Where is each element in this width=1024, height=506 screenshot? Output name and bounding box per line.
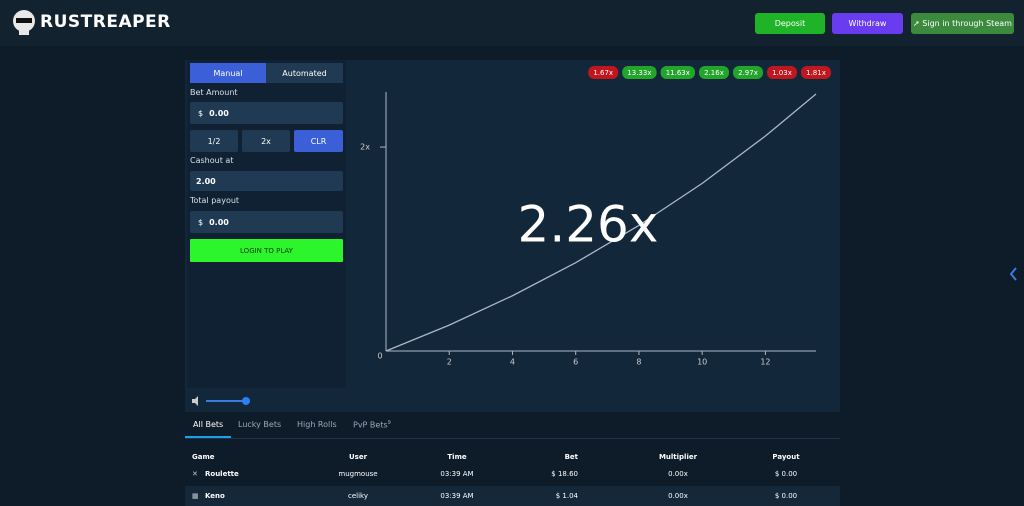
history-label: 11.63x xyxy=(666,69,690,77)
play-button[interactable]: LOGIN TO PLAY xyxy=(190,239,343,262)
cell: $ 18.60 xyxy=(551,470,578,478)
cashout-input[interactable]: 2.00 xyxy=(190,171,343,191)
payout-value: 0.00 xyxy=(209,217,229,227)
column-header: Payout xyxy=(772,453,800,461)
pvp-count: 9 xyxy=(387,420,391,426)
label: Bet Amount xyxy=(190,88,238,97)
history-label: 1.81x xyxy=(806,69,826,77)
label: Total payout xyxy=(190,196,240,205)
multiplier-curve xyxy=(385,93,817,352)
history-pill xyxy=(733,66,763,79)
tab-text: PvP Bets xyxy=(353,420,388,430)
origin-label: 0 xyxy=(377,352,382,361)
history-label: 13.33x xyxy=(627,69,651,77)
bets-tab[interactable]: High Rolls xyxy=(297,420,337,429)
tab-underline xyxy=(185,436,231,438)
half-button[interactable]: 1/2 xyxy=(190,130,238,152)
row-bg xyxy=(185,464,840,484)
column-header: Multiplier xyxy=(658,453,698,461)
steam-button[interactable]: ➚ Sign in through Steam xyxy=(911,13,1014,34)
deposit-button[interactable]: Deposit xyxy=(755,13,825,34)
history-label: 2.16x xyxy=(704,69,724,77)
game-icon: ▦ xyxy=(192,492,199,500)
steam-icon: ➚ xyxy=(913,19,923,28)
cell: mugmouse xyxy=(338,470,378,478)
x-tick-label: 4 xyxy=(510,358,515,367)
history-label: 2.97x xyxy=(738,69,758,77)
header: RUSTREAPER Deposit Withdraw ➚ Sign in th… xyxy=(0,0,1024,46)
history-label: 1.67x xyxy=(593,69,613,77)
cell: Roulette xyxy=(205,470,239,478)
game-icon: ✕ xyxy=(192,470,198,478)
withdraw-button[interactable]: Withdraw xyxy=(832,13,903,34)
bets-tab[interactable]: PvP Bets9 xyxy=(353,420,391,430)
collapse-arrow[interactable] xyxy=(1008,266,1020,282)
bets-tab[interactable]: Lucky Bets xyxy=(238,420,282,429)
clear-button[interactable]: CLR xyxy=(294,130,343,152)
x-tick-label: 6 xyxy=(573,358,578,367)
row-bg xyxy=(185,486,840,506)
cashout-value: 2.00 xyxy=(196,176,216,186)
cell: 0.00x xyxy=(668,492,688,500)
y-tick-label: 2x xyxy=(360,143,370,152)
cell: celiky xyxy=(348,492,368,500)
currency: $ xyxy=(198,217,204,227)
history-label: 1.03x xyxy=(772,69,792,77)
label: Cashout at xyxy=(190,156,234,165)
column-header: Bet xyxy=(564,453,578,461)
cell: $ 0.00 xyxy=(774,470,798,478)
crash-chart: 1.81x 1.03x 2.97x 2.16x 11.63x 13.33x 1.67x 0 2 4… xyxy=(360,66,831,367)
steam-text: Sign in through Steam xyxy=(922,19,1012,28)
cell: 0.00x xyxy=(668,470,688,478)
history-pill xyxy=(622,66,657,79)
x-tick-label: 8 xyxy=(636,358,641,367)
column-header: Game xyxy=(192,453,215,461)
history-pill xyxy=(588,66,619,79)
payout-input: $0.00 xyxy=(190,211,343,233)
cell: Keno xyxy=(205,492,225,500)
cell: $ 1.04 xyxy=(555,492,578,500)
cell: 03:39 AM xyxy=(440,492,474,500)
bet-value: 0.00 xyxy=(209,108,229,118)
brand[interactable]: RUSTREAPER xyxy=(40,12,171,32)
x-tick-label: 2 xyxy=(447,358,452,367)
cell: $ 0.00 xyxy=(774,492,798,500)
column-header: Time xyxy=(447,453,467,461)
bets-tab[interactable]: All Bets xyxy=(193,420,224,429)
bet-input[interactable]: $0.00 xyxy=(190,102,343,124)
column-header: User xyxy=(348,453,368,461)
cell: 03:39 AM xyxy=(440,470,474,478)
x-tick-label: 10 xyxy=(697,358,707,367)
current-multiplier: 2.26x xyxy=(518,196,659,254)
x-tick-label: 12 xyxy=(760,358,770,367)
logo-icon xyxy=(13,10,35,35)
tab-manual[interactable]: Manual xyxy=(190,63,266,83)
history-pill xyxy=(660,66,695,79)
history-pill xyxy=(801,66,831,79)
history-pill xyxy=(767,66,797,79)
tab-automated[interactable]: Automated xyxy=(266,63,343,83)
divider xyxy=(185,438,840,439)
currency: $ xyxy=(198,108,204,118)
history-pill xyxy=(699,66,729,79)
double-button[interactable]: 2x xyxy=(242,130,290,152)
volume[interactable] xyxy=(190,394,260,408)
